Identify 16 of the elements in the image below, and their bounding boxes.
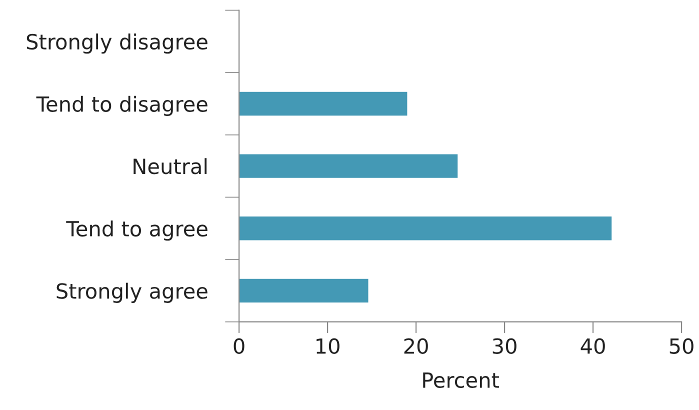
x-axis-title: Percent <box>423 372 499 388</box>
x-tick-label: 50 <box>670 338 694 354</box>
bar <box>239 92 408 116</box>
y-tick-label: Tend to disagree <box>36 96 208 116</box>
y-tick-label: Strongly agree <box>56 282 208 303</box>
bar <box>239 216 612 240</box>
x-tick-label: 40 <box>580 338 605 354</box>
x-tick-label: 30 <box>492 338 516 354</box>
bar <box>239 278 368 303</box>
x-tick-label: 20 <box>404 338 428 354</box>
x-tick-label: 0 <box>234 338 244 354</box>
bar <box>239 154 458 178</box>
x-tick-label: 10 <box>316 338 340 354</box>
y-tick-label: Tend to agree <box>66 220 208 241</box>
y-tick-label: Neutral <box>134 158 207 174</box>
y-tick-label: Strongly disagree <box>26 33 208 54</box>
